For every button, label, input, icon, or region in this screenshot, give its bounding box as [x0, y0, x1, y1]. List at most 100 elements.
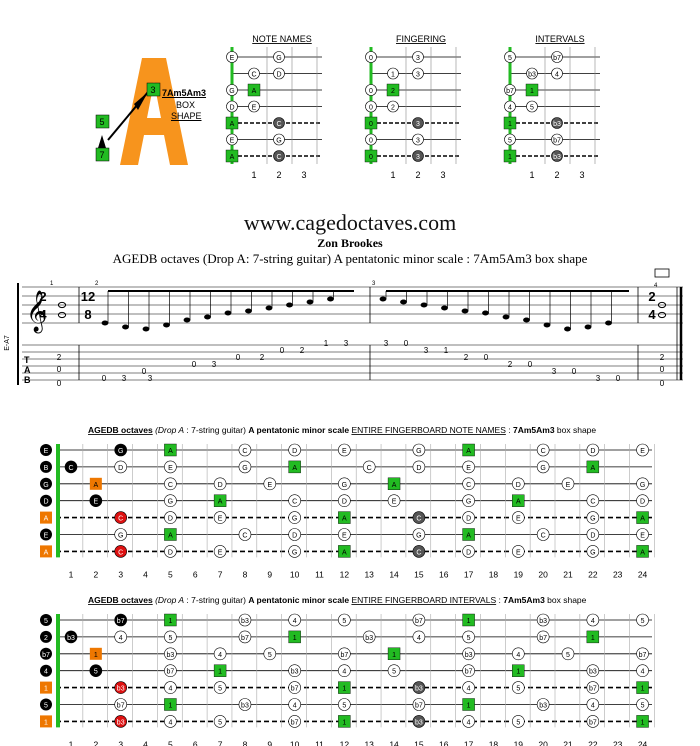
note-label: G: [292, 549, 297, 556]
mini-note-marker: [365, 84, 377, 96]
board-fret-number: 18: [489, 739, 499, 746]
mini-note-marker: [551, 133, 563, 146]
note-marker: [586, 528, 600, 541]
note-label: D: [466, 516, 471, 523]
note-marker: [536, 630, 550, 644]
note-label: b3: [241, 618, 249, 625]
note-label: b7: [465, 669, 473, 676]
note-marker: [238, 528, 252, 541]
board-fret-number: 1: [69, 739, 74, 746]
mini-note-marker: [551, 150, 563, 162]
tab-number: 0: [57, 379, 62, 388]
root-marker: [338, 715, 351, 728]
note-marker: [586, 545, 600, 558]
board-fret-number: 3: [118, 569, 123, 579]
root-marker: [213, 494, 227, 507]
mini-note-label: 0: [369, 105, 373, 112]
time-signature: 4: [648, 307, 656, 322]
note-marker: [387, 664, 401, 677]
note-label: D: [342, 499, 347, 506]
note-marker: [238, 698, 252, 711]
mini-fret-number: 1: [529, 170, 534, 180]
open-string-marker: [40, 614, 52, 626]
root-marker: [89, 477, 102, 490]
note-label: G: [590, 549, 595, 556]
tab-letter: T: [24, 355, 30, 365]
open-string-marker: [40, 647, 52, 660]
site-title[interactable]: www.cagedoctaves.com: [243, 210, 457, 235]
mini-note-label: G: [229, 88, 234, 95]
root-marker: [512, 494, 525, 507]
board-fret-number: 7: [218, 739, 223, 746]
note-marker: [586, 681, 600, 694]
mini-note-label: 3: [416, 72, 420, 79]
note-marker: [238, 460, 252, 474]
mini-note-label: 0: [369, 88, 373, 95]
open-string-marker: [40, 528, 52, 541]
note-label: b7: [340, 652, 348, 659]
note-marker: [164, 664, 177, 677]
notehead: [400, 299, 407, 305]
note-label: 5: [641, 618, 645, 625]
notehead: [523, 317, 530, 323]
board-fret-number: 19: [514, 569, 524, 579]
time-signature: 12: [81, 289, 95, 304]
note-label: C: [367, 465, 372, 472]
note-marker: [64, 630, 78, 644]
note-label: E: [516, 516, 521, 523]
board-fret-number: 5: [168, 569, 173, 579]
notehead: [224, 310, 232, 316]
note-label: C: [541, 448, 546, 455]
notehead: [564, 326, 571, 332]
board-fret-number: 9: [267, 569, 272, 579]
notehead: [122, 324, 129, 330]
note-marker: [114, 545, 127, 558]
note-marker: [586, 715, 600, 728]
note-label: b7: [117, 618, 125, 625]
open-string-label: 4: [44, 669, 48, 676]
note-label: C: [242, 533, 247, 540]
board-fret-number: 2: [93, 569, 98, 579]
mini-note-label: 4: [508, 105, 512, 112]
root-marker: [586, 630, 600, 644]
treble-clef: 𝄞: [26, 290, 47, 333]
mini-diagrams: NOTE NAMES 1 2 3 E G C D G A D E A C E G A C FINGERING 1 2 3 0…: [225, 34, 600, 180]
mini-note-label: A: [230, 154, 235, 161]
tab-number: 0: [660, 379, 665, 388]
open-root-marker: [40, 545, 52, 558]
mini-note-marker: [504, 51, 516, 63]
mini-root-marker: [386, 83, 400, 97]
open-string-label: E: [44, 448, 49, 455]
mini-note-label: A: [230, 121, 235, 128]
note-label: 4: [293, 618, 297, 625]
notehead: [327, 296, 334, 302]
board-fret-number: 23: [613, 739, 623, 746]
note-marker: [213, 511, 227, 524]
mini-note-marker: [226, 133, 238, 146]
mini-note-marker: [412, 133, 424, 146]
mini-note-marker: [551, 117, 563, 129]
open-string-marker: [40, 630, 52, 643]
note-label: A: [342, 549, 347, 556]
note-label: A: [516, 499, 521, 506]
note-label: 1: [293, 635, 297, 642]
tab-number: 0: [404, 339, 409, 348]
mini-note-marker: [365, 133, 377, 146]
note-marker: [536, 528, 550, 541]
note-label: 4: [516, 652, 520, 659]
board-fret-number: 14: [389, 739, 399, 746]
board-fret-number: 22: [588, 739, 598, 746]
note-label: D: [292, 533, 297, 540]
mini-note-marker: [248, 100, 260, 113]
note-label: E: [218, 549, 223, 556]
open-string-marker: [40, 664, 52, 677]
note-marker: [636, 443, 649, 457]
root-marker: [462, 443, 475, 457]
note-label: E: [516, 549, 521, 556]
note-marker: [412, 528, 426, 541]
note-marker: [412, 698, 426, 711]
open-string-label: 2: [44, 635, 48, 642]
mini-note-label: 5: [508, 55, 512, 62]
note-label: 4: [591, 703, 595, 710]
mini-fret-number: 3: [440, 170, 445, 180]
